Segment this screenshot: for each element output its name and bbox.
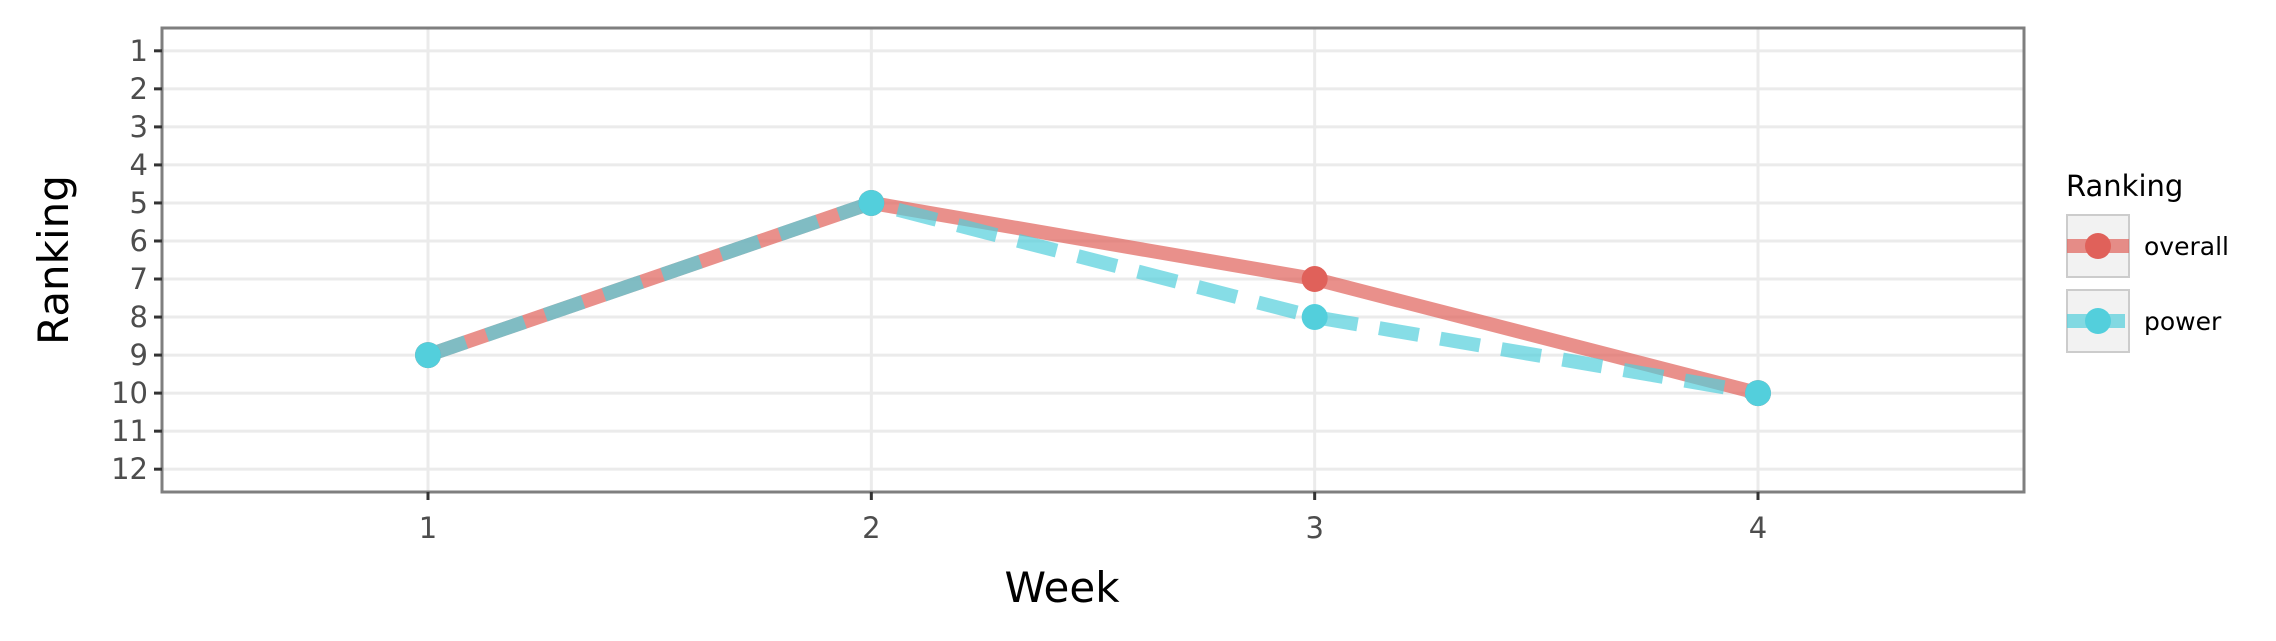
y-tick-label: 10	[111, 376, 148, 410]
data-point-power	[1745, 380, 1771, 407]
legend-label-overall: overall	[2144, 232, 2229, 261]
y-tick-label: 12	[111, 452, 148, 486]
data-point-power	[858, 189, 885, 216]
series-layer	[415, 189, 1771, 407]
legend-key-point-overall	[2085, 233, 2111, 259]
data-point-power	[415, 342, 441, 369]
y-tick-label: 2	[130, 72, 148, 106]
y-tick-label: 5	[130, 186, 148, 220]
data-point-power	[1301, 304, 1328, 331]
data-point-overall	[1301, 266, 1328, 293]
y-tick-label: 6	[130, 224, 148, 258]
x-tick-label: 2	[862, 511, 880, 545]
y-tick-label: 11	[111, 414, 148, 448]
panel-border	[160, 26, 2026, 494]
y-tick-label: 1	[130, 34, 148, 68]
y-tick-label: 9	[130, 338, 148, 372]
legend-key-point-power	[2085, 308, 2111, 334]
legend-label-power: power	[2144, 307, 2222, 336]
y-tick-label: 8	[130, 300, 148, 334]
x-tick-label: 3	[1305, 511, 1323, 545]
x-axis: 1 2 3 4	[419, 492, 1767, 545]
y-tick-label: 3	[130, 110, 148, 144]
y-tick-label: 7	[130, 262, 148, 296]
x-tick-label: 1	[419, 511, 437, 545]
y-tick-label: 4	[130, 148, 148, 182]
legend: Ranking overall power	[2066, 169, 2229, 353]
x-axis-title: Week	[1004, 563, 1120, 612]
y-axis-title: Ranking	[29, 175, 78, 345]
x-tick-label: 4	[1749, 511, 1767, 545]
series-line-power	[425, 195, 1760, 401]
gridlines	[162, 28, 2024, 492]
legend-title: Ranking	[2066, 169, 2183, 203]
series-line-overall	[425, 195, 1760, 400]
